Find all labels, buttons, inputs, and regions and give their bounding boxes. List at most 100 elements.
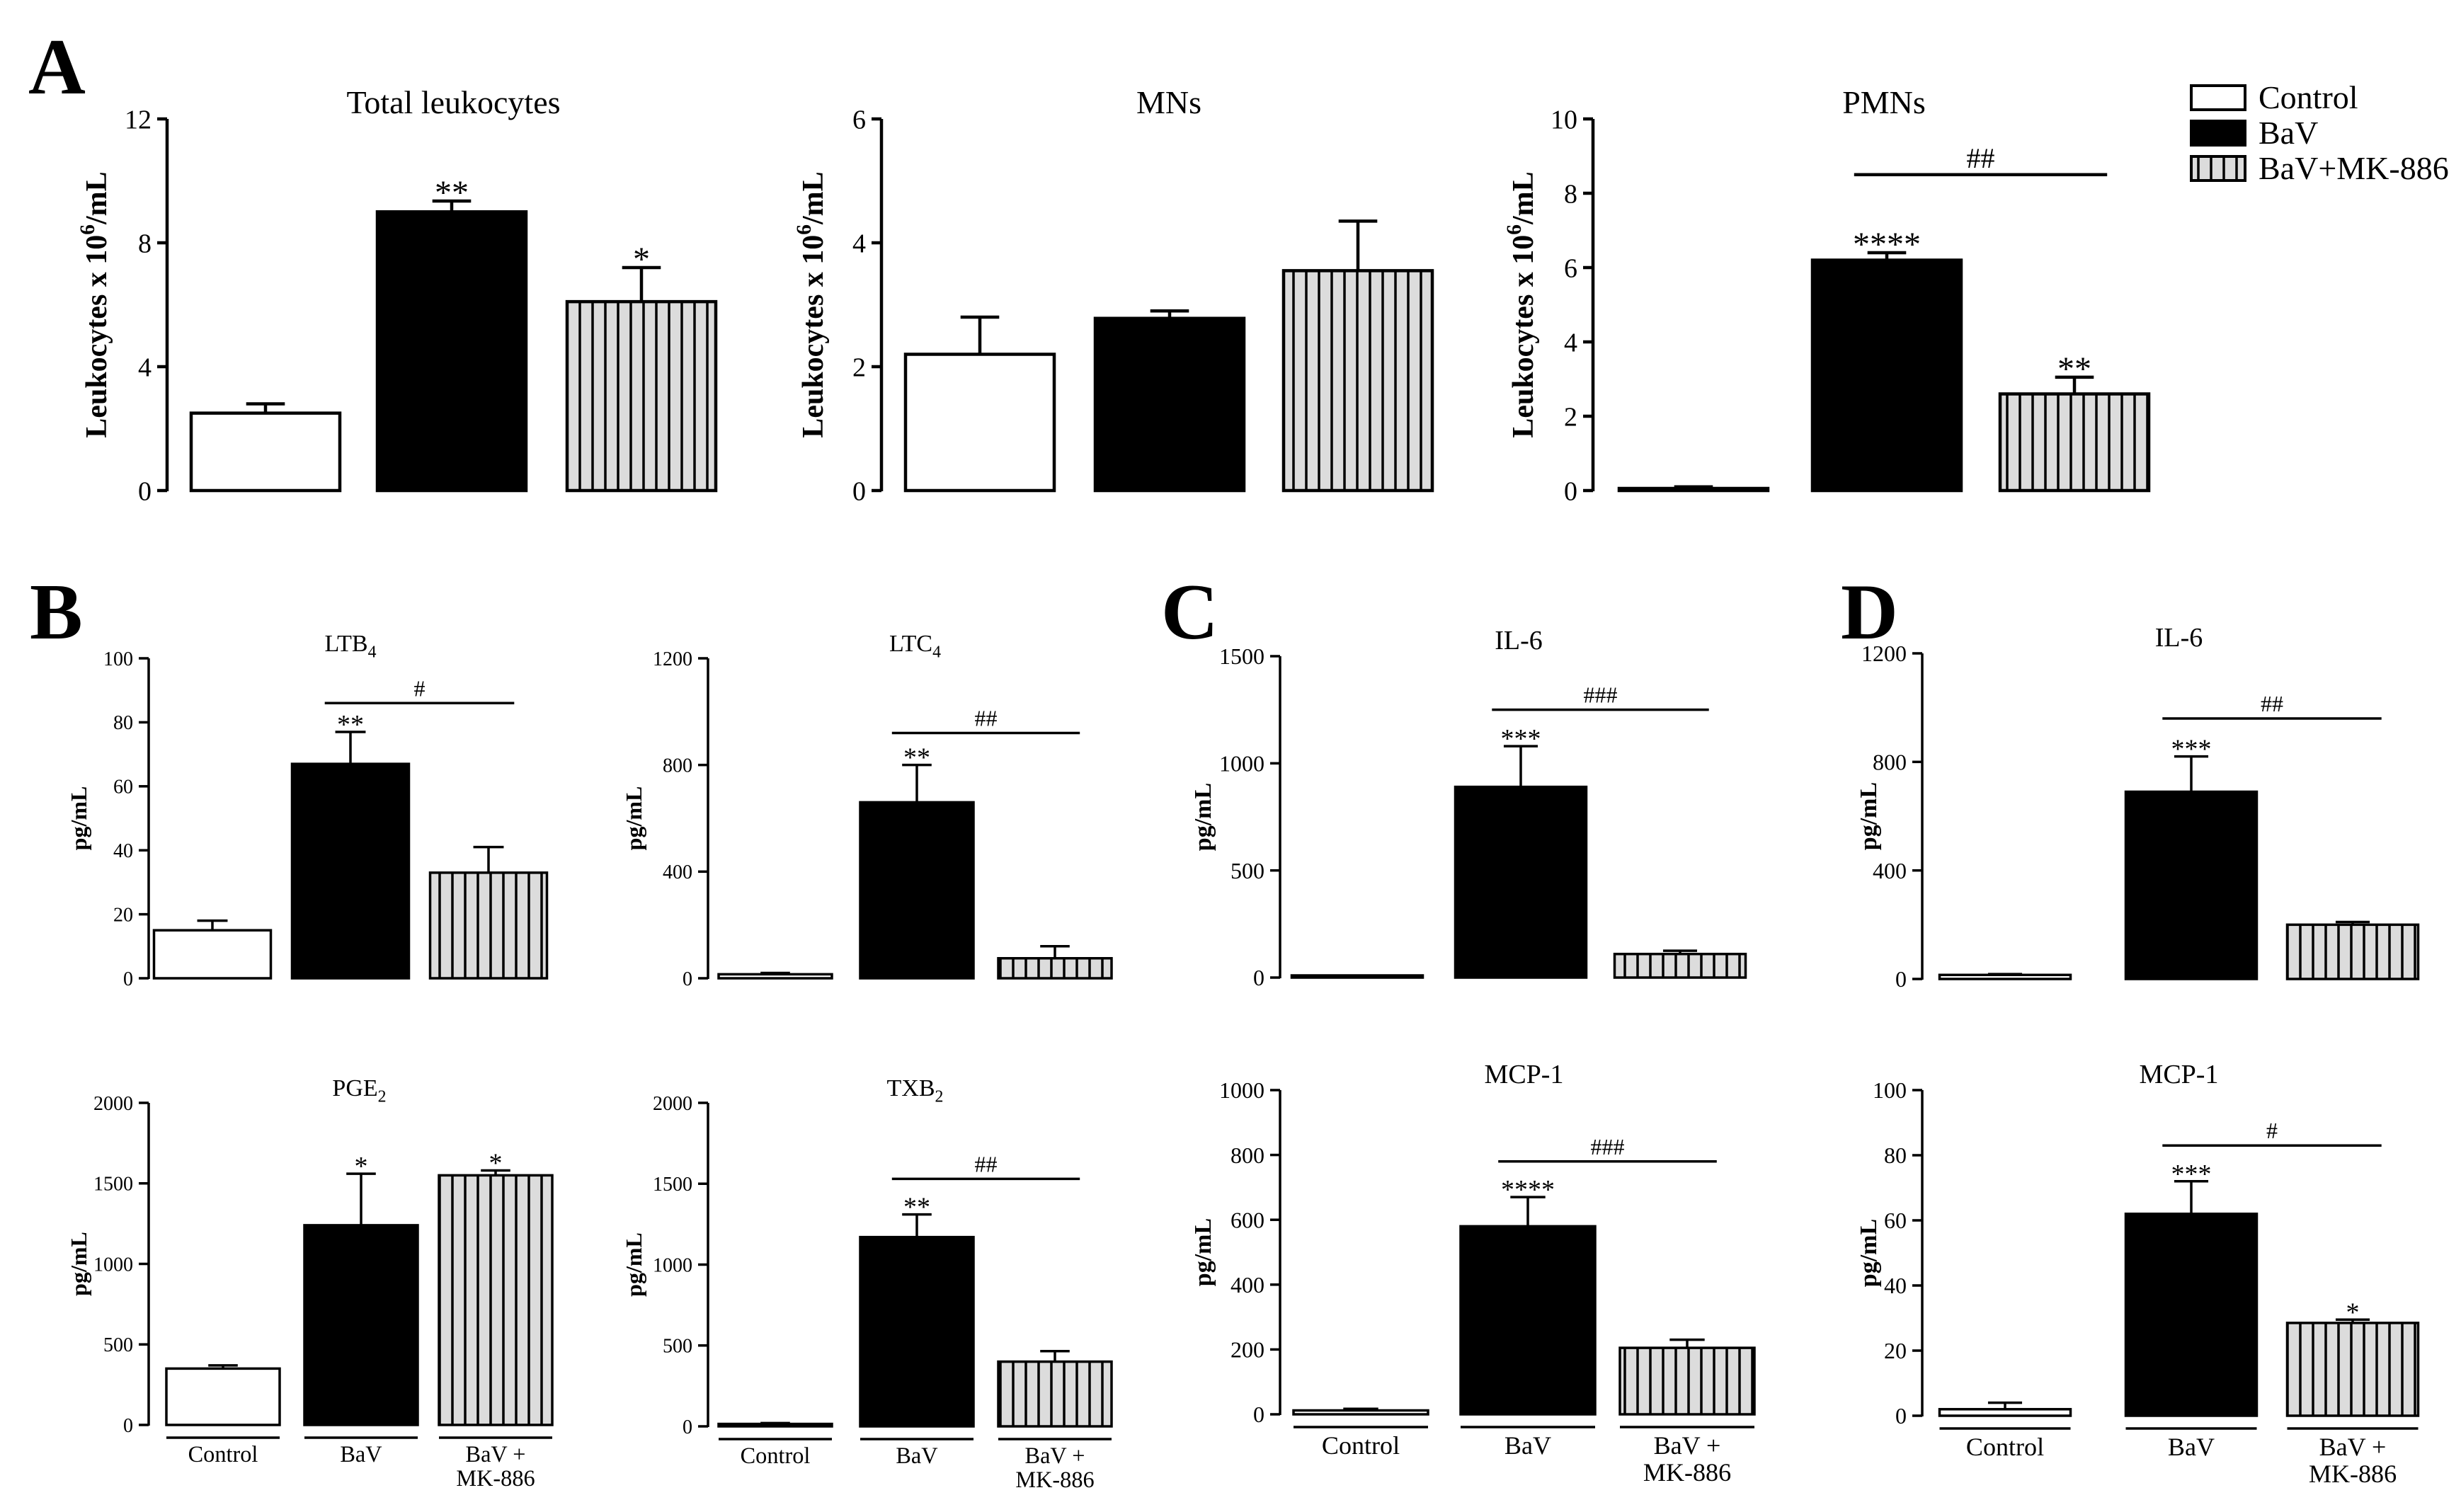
legend-swatch-bav-mk886 bbox=[2190, 155, 2246, 182]
x-tick-label-control: Control bbox=[1966, 1433, 2044, 1461]
bar-control bbox=[903, 353, 1056, 493]
chart-b4: 0 500 1000 1500 2000 pg/mL TXB2 ** ## Control BaV B… bbox=[621, 1075, 1113, 1492]
significance-hash: ## bbox=[975, 705, 998, 731]
bar-bav bbox=[375, 210, 528, 493]
y-tick-label: 4 bbox=[852, 229, 866, 258]
panel-letter-d: D bbox=[1841, 568, 1898, 656]
y-tick-label: 60 bbox=[113, 777, 133, 798]
bar-bav-mk886 bbox=[1998, 392, 2151, 493]
y-tick-label: 2000 bbox=[653, 1093, 692, 1115]
y-tick-label: 20 bbox=[113, 904, 133, 926]
y-axis-label: pg/mL bbox=[621, 786, 646, 851]
y-tick-label: 2 bbox=[852, 353, 866, 382]
y-tick-label: 2 bbox=[1564, 402, 1577, 432]
x-tick-label-bav-mk886: BaV + bbox=[1654, 1431, 1721, 1460]
bar-bav-mk886 bbox=[1618, 1346, 1756, 1416]
y-tick-label: 0 bbox=[1253, 1402, 1264, 1427]
y-tick-label: 10 bbox=[1551, 105, 1577, 134]
y-tick-label: 1200 bbox=[653, 648, 692, 670]
charts-layer: 0 4 8 12 Leukocytes x 106/mL Total leukocytes… bbox=[66, 84, 2420, 1492]
x-tick-label-bav-mk886: MK-886 bbox=[2309, 1460, 2397, 1488]
chart-b2: 0 400 800 1200 pg/mL LTC4 ** ## bbox=[621, 631, 1113, 990]
y-tick-label: 100 bbox=[103, 648, 133, 670]
x-tick-label-bav-mk886: BaV + bbox=[1025, 1443, 1085, 1468]
significance-hash: ### bbox=[1591, 1134, 1625, 1159]
y-tick-label: 0 bbox=[852, 476, 866, 506]
panel-letter-a: A bbox=[28, 23, 86, 111]
significance-stars-bav: *** bbox=[1501, 724, 1541, 754]
significance-stars-bav: *** bbox=[2171, 1159, 2212, 1189]
chart-title: IL-6 bbox=[2155, 623, 2203, 653]
y-axis-label: Leukocytes x 106/mL bbox=[1503, 171, 1540, 437]
y-tick-label: 1000 bbox=[1219, 751, 1264, 777]
y-tick-label: 400 bbox=[1230, 1272, 1264, 1298]
chart-title: MNs bbox=[1136, 84, 1201, 120]
significance-hash: ## bbox=[2261, 691, 2283, 716]
chart-title: LTC4 bbox=[889, 631, 941, 662]
y-tick-label: 60 bbox=[1884, 1208, 1907, 1233]
bar-bav-mk886 bbox=[997, 1360, 1113, 1428]
significance-stars-bav-mk886: ** bbox=[2057, 350, 2091, 388]
legend-label-control: Control bbox=[2259, 79, 2358, 115]
y-tick-label: 1500 bbox=[93, 1174, 133, 1196]
y-tick-label: 1000 bbox=[93, 1254, 133, 1276]
panel-letter-b: B bbox=[30, 568, 83, 656]
y-axis-label: pg/mL bbox=[1856, 1219, 1882, 1287]
bar-bav bbox=[290, 762, 411, 980]
y-axis-label: pg/mL bbox=[1190, 1218, 1216, 1286]
x-tick-label-bav: BaV bbox=[340, 1441, 382, 1467]
bar-bav bbox=[2124, 790, 2259, 980]
y-tick-label: 6 bbox=[852, 105, 866, 134]
bar-bav-mk886 bbox=[428, 871, 549, 980]
bar-control bbox=[1617, 486, 1770, 493]
chart-a2: 0 2 4 6 Leukocytes x 106/mL MNs bbox=[793, 84, 1434, 506]
significance-hash: ## bbox=[1967, 142, 1995, 174]
bar-bav bbox=[1810, 258, 1963, 493]
significance-stars-bav-mk886: * bbox=[489, 1149, 503, 1179]
significance-stars-bav: ** bbox=[435, 174, 469, 212]
significance-hash: # bbox=[2266, 1118, 2278, 1143]
y-tick-label: 0 bbox=[138, 476, 152, 506]
chart-title: MCP-1 bbox=[1485, 1060, 1564, 1089]
significance-stars-bav-mk886: * bbox=[633, 241, 650, 278]
significance-stars-bav: ** bbox=[337, 710, 364, 740]
y-tick-label: 12 bbox=[125, 105, 152, 134]
chart-title: PMNs bbox=[1842, 84, 1926, 120]
significance-stars-bav: * bbox=[355, 1152, 368, 1181]
panel-letter-c: C bbox=[1161, 568, 1218, 656]
x-tick-label-bav-mk886: MK-886 bbox=[1015, 1467, 1094, 1492]
significance-stars-bav: **** bbox=[1853, 226, 1921, 263]
x-tick-label-control: Control bbox=[188, 1441, 258, 1467]
bar-control bbox=[717, 973, 833, 980]
legend-swatch-bav bbox=[2190, 120, 2246, 147]
bar-bav-mk886 bbox=[565, 299, 718, 493]
y-tick-label: 400 bbox=[663, 861, 692, 883]
bar-bav-mk886 bbox=[438, 1174, 554, 1426]
y-axis-label: pg/mL bbox=[66, 786, 91, 851]
chart-title: TXB2 bbox=[887, 1075, 944, 1106]
chart-c2: 0 200 400 600 800 1000 pg/mL MCP-1 **** ### Contro… bbox=[1190, 1060, 1756, 1487]
bar-bav-mk886 bbox=[1613, 952, 1747, 979]
y-tick-label: 600 bbox=[1230, 1207, 1264, 1232]
chart-b1: 0 20 40 60 80 100 pg/mL LTB4 ** # bbox=[66, 631, 549, 990]
bar-control bbox=[152, 929, 273, 980]
y-tick-label: 200 bbox=[1230, 1337, 1264, 1363]
bar-bav-mk886 bbox=[2285, 923, 2420, 980]
y-tick-label: 1500 bbox=[1219, 643, 1264, 669]
legend-label-bav: BaV bbox=[2259, 115, 2318, 151]
significance-stars-bav: **** bbox=[1501, 1175, 1555, 1205]
y-tick-label: 0 bbox=[1895, 966, 1907, 992]
y-tick-label: 1000 bbox=[653, 1254, 692, 1276]
bar-bav bbox=[303, 1224, 419, 1426]
y-tick-label: 0 bbox=[1564, 476, 1577, 506]
y-axis-label: pg/mL bbox=[621, 1232, 646, 1297]
y-tick-label: 800 bbox=[1873, 750, 1907, 775]
y-tick-label: 800 bbox=[1230, 1142, 1264, 1168]
y-tick-label: 0 bbox=[683, 968, 692, 990]
y-tick-label: 8 bbox=[1564, 179, 1577, 209]
y-axis-label: Leukocytes x 106/mL bbox=[793, 171, 830, 437]
y-tick-label: 1000 bbox=[1219, 1077, 1264, 1103]
x-tick-label-bav-mk886: BaV + bbox=[466, 1441, 526, 1467]
chart-a1: 0 4 8 12 Leukocytes x 106/mL Total leukocytes… bbox=[76, 84, 718, 506]
